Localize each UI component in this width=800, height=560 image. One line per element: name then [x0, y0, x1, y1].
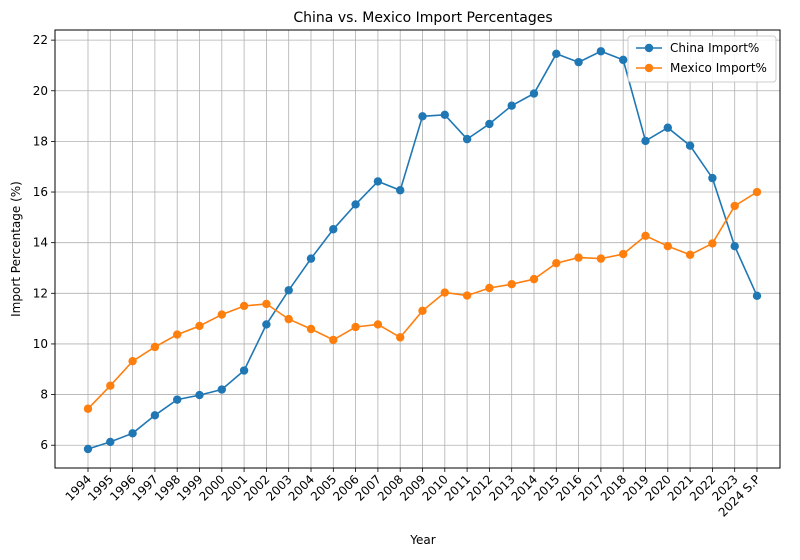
data-point: [619, 55, 628, 65]
y-tick-label: 16: [33, 185, 48, 199]
data-point: [641, 231, 650, 241]
legend: China Import% Mexico Import%: [627, 35, 777, 83]
data-point: [708, 173, 717, 183]
data-point: [329, 225, 338, 234]
data-point: [485, 119, 494, 129]
data-point: [150, 342, 160, 352]
y-tick-label: 18: [33, 134, 48, 148]
data-point: [574, 57, 583, 67]
data-point: [507, 101, 516, 110]
data-point: [217, 385, 226, 394]
data-point: [239, 366, 249, 375]
data-point: [462, 134, 472, 144]
data-point: [396, 186, 405, 195]
data-point: [329, 335, 338, 345]
data-point: [641, 136, 650, 146]
data-point: [239, 301, 249, 311]
data-point: [173, 330, 182, 339]
data-point: [529, 89, 539, 98]
data-point: [485, 283, 494, 293]
data-point: [195, 390, 204, 400]
y-tick-label: 10: [33, 337, 48, 351]
y-axis-label: Import Percentage (%): [9, 181, 23, 317]
data-point: [440, 288, 449, 297]
data-point: [730, 201, 739, 211]
data-point: [217, 310, 226, 319]
x-axis-label: Year: [409, 533, 435, 547]
data-point: [106, 381, 115, 390]
y-tick-label: 14: [33, 236, 48, 250]
data-point: [373, 177, 383, 186]
data-point: [418, 112, 427, 121]
legend-label: China Import%: [670, 41, 759, 55]
data-point: [351, 200, 360, 209]
data-point: [596, 254, 606, 263]
data-point: [351, 322, 360, 332]
legend-marker: [644, 43, 654, 53]
data-point: [663, 242, 672, 251]
data-point: [106, 437, 115, 447]
data-point: [507, 279, 516, 289]
data-point: [262, 299, 271, 309]
legend-marker: [644, 63, 654, 73]
data-point: [752, 291, 762, 301]
data-point: [440, 110, 449, 120]
y-tick-label: 20: [33, 84, 48, 98]
data-point: [128, 429, 137, 438]
data-point: [306, 324, 316, 334]
data-point: [195, 321, 204, 331]
data-point: [83, 444, 93, 454]
y-tick-label: 22: [33, 33, 48, 47]
data-point: [396, 333, 405, 342]
legend-label: Mexico Import%: [670, 61, 767, 75]
legend-box: [627, 35, 777, 83]
chart-title: China vs. Mexico Import Percentages: [293, 10, 552, 26]
data-point: [752, 187, 762, 197]
data-point: [306, 254, 316, 263]
data-point: [150, 411, 160, 420]
data-point: [596, 47, 606, 56]
data-point: [552, 258, 561, 268]
plot-frame: [54, 29, 781, 469]
data-point: [418, 306, 427, 315]
y-axis-ticks: 6 8 10 12 14 16 18 20 22: [33, 33, 55, 452]
data-point: [462, 291, 472, 300]
series-layer: [83, 47, 762, 454]
data-point: [373, 320, 383, 329]
data-point: [552, 49, 561, 58]
data-point: [574, 253, 583, 262]
data-point: [663, 123, 672, 132]
data-point: [685, 141, 695, 150]
data-point: [173, 395, 182, 404]
data-point: [685, 250, 695, 260]
data-point: [529, 274, 539, 284]
y-tick-label: 12: [33, 286, 48, 300]
data-point: [262, 320, 271, 329]
data-point: [284, 314, 293, 324]
data-point: [128, 356, 137, 366]
y-tick-label: 8: [40, 388, 48, 402]
data-point: [708, 239, 717, 248]
y-tick-label: 6: [40, 438, 48, 452]
data-point: [83, 404, 93, 413]
data-point: [284, 286, 293, 295]
data-point: [730, 242, 739, 251]
data-point: [619, 249, 628, 259]
